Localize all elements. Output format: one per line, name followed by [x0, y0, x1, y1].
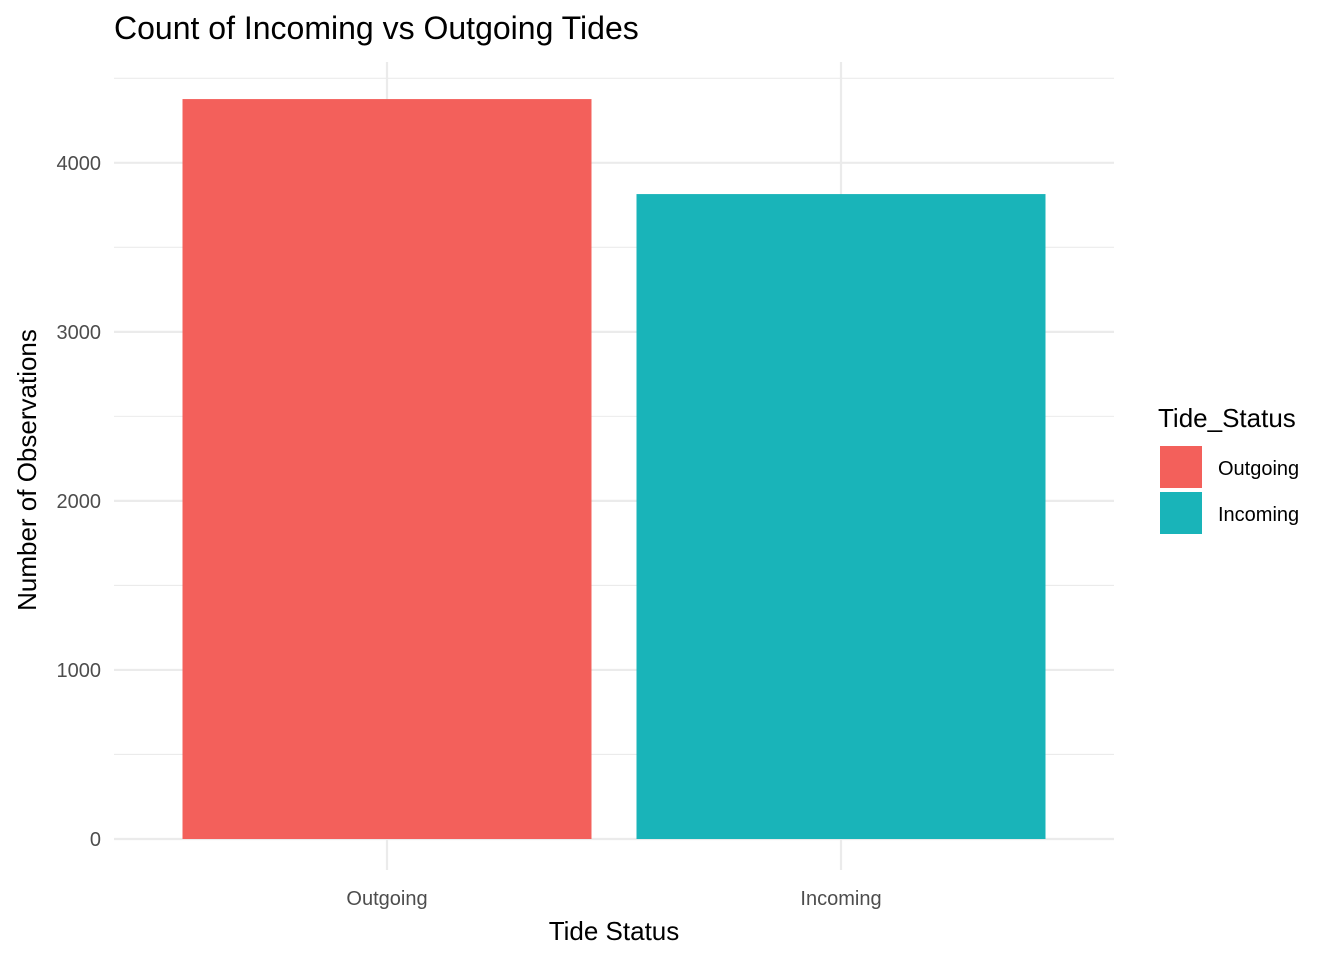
bar-outgoing [182, 99, 592, 839]
legend-label-outgoing: Outgoing [1218, 458, 1299, 480]
x-tick-label: Incoming [800, 888, 881, 910]
y-axis-title: Number of Observations [12, 329, 42, 611]
y-tick-label: 0 [90, 829, 101, 851]
legend-key-outgoing [1160, 446, 1202, 488]
y-tick-label: 2000 [57, 491, 102, 513]
x-axis-title: Tide Status [549, 916, 680, 946]
y-tick-label: 3000 [57, 322, 102, 344]
legend-label-incoming: Incoming [1218, 504, 1299, 526]
x-axis-ticks: Outgoing Incoming [346, 888, 881, 910]
y-axis-ticks: 0 1000 2000 3000 4000 [57, 153, 102, 851]
y-tick-label: 1000 [57, 660, 102, 682]
bar-incoming [636, 194, 1046, 840]
chart-title: Count of Incoming vs Outgoing Tides [114, 10, 639, 46]
bars [182, 99, 1046, 840]
legend-title: Tide_Status [1158, 403, 1296, 433]
legend: Tide_Status Outgoing Incoming [1158, 403, 1299, 534]
y-tick-label: 4000 [57, 153, 102, 175]
legend-key-incoming [1160, 492, 1202, 534]
x-tick-label: Outgoing [346, 888, 427, 910]
